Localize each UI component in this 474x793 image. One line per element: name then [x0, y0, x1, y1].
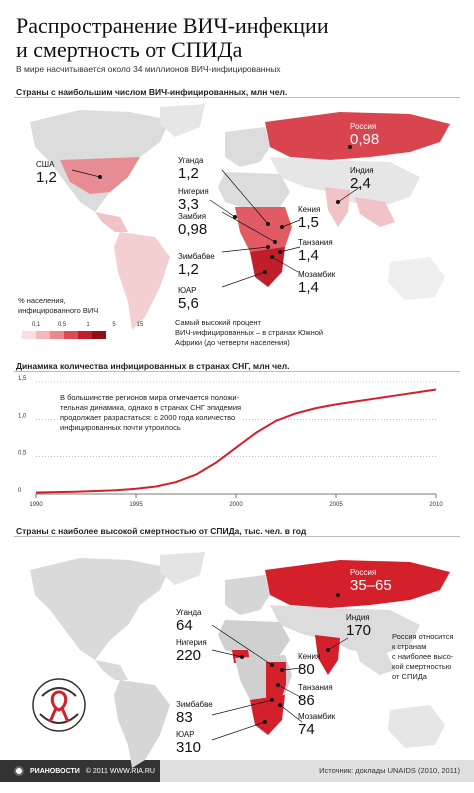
legend-swatch	[22, 331, 36, 339]
title-line-1: Распространение ВИЧ-инфекции	[16, 13, 329, 38]
x-tick-label: 2005	[329, 502, 343, 508]
y-tick-label: 0,5	[18, 451, 27, 457]
legend-values: 0,1 0,5 1 5 15	[31, 322, 144, 328]
legend-swatches	[22, 331, 106, 339]
label-kenya-deaths: Кения 80	[298, 652, 321, 678]
label-mozambique-deaths: Мозамбик 74	[298, 712, 336, 738]
map1-note: Самый высокий процент ВИЧ-инфицированных…	[175, 318, 324, 347]
map-greenland	[160, 104, 205, 137]
label-zimbabwe: Зимбабве 1,2	[178, 252, 215, 278]
y-tick-label: 1,5	[18, 376, 27, 382]
ria-logo-icon	[14, 766, 24, 776]
map-australia	[388, 705, 445, 748]
map-africa-south	[250, 695, 285, 735]
label-russia-deaths: Россия 35–65	[350, 568, 392, 594]
legend-swatch	[36, 331, 50, 339]
legend-title: % населения, инфицированного ВИЧ	[18, 296, 99, 315]
map-asia	[270, 605, 420, 655]
map-greenland	[160, 552, 205, 585]
x-tick-label: 2000	[229, 502, 243, 508]
legend-swatch	[78, 331, 92, 339]
aids-mortality-world-map	[30, 552, 450, 768]
x-tick-label: 1995	[129, 502, 143, 508]
map-africa-south	[250, 247, 285, 287]
legend-swatch	[92, 331, 106, 339]
unaids-emblem-icon	[32, 678, 86, 732]
map-india	[315, 635, 340, 675]
map-southeast-asia	[355, 197, 395, 227]
map-south-america	[114, 680, 170, 768]
map-north-america	[30, 558, 170, 660]
label-tanzania: Танзания 1,4	[298, 238, 333, 264]
label-usa: США 1,2	[36, 160, 57, 186]
divider	[14, 536, 460, 537]
divider	[14, 97, 460, 98]
map-europe	[225, 127, 270, 167]
chart-title: Динамика количества инфицированных в стр…	[16, 361, 290, 371]
map-australia	[388, 257, 445, 300]
divider	[14, 371, 460, 372]
map-central-america	[95, 212, 128, 232]
x-tick-label: 2010	[429, 502, 443, 508]
series-line	[35, 388, 437, 494]
map-africa-north	[218, 620, 290, 658]
map-india	[325, 187, 350, 227]
hiv-world-map	[30, 104, 450, 330]
label-zambia: Замбия 0,98	[178, 212, 208, 238]
map-russia	[265, 560, 450, 608]
y-tick-label: 0	[18, 488, 22, 494]
label-south-africa: ЮАР 5,6	[178, 286, 199, 312]
map-europe	[225, 575, 270, 615]
x-tick-label: 1990	[29, 502, 43, 508]
map-central-america	[95, 660, 128, 680]
map2-note: Россия относится к странам с наиболее вы…	[392, 632, 454, 681]
footer-source: Источник: доклады UNAIDS (2010, 2011)	[319, 766, 460, 775]
map1-title: Страны с наибольшим числом ВИЧ-инфициров…	[16, 87, 288, 97]
legend-swatch	[64, 331, 78, 339]
label-nigeria-deaths: Нигерия 220	[176, 638, 207, 664]
label-india-deaths: Индия 170	[346, 613, 372, 639]
map-south-america	[114, 232, 170, 330]
title-line-2: и смертность от СПИДа	[16, 37, 243, 62]
label-uganda: Уганда 1,2	[178, 156, 204, 182]
hiv-cis-line-chart: 0 0,5 1,0 1,5 1990 1995 2000 2005 2010	[18, 376, 443, 508]
map-southeast-asia	[355, 645, 395, 675]
label-zimbabwe-deaths: Зимбабве 83	[176, 700, 213, 726]
label-tanzania-deaths: Танзания 86	[298, 683, 333, 709]
map-africa-central	[235, 207, 292, 260]
y-tick-label: 1,0	[18, 413, 27, 419]
label-uganda-deaths: Уганда 64	[176, 608, 202, 634]
page-title: Распространение ВИЧ-инфекции и смертност…	[16, 14, 466, 62]
footer-brand: РИАНОВОСТИ © 2011 WWW.RIA.RU	[14, 766, 155, 776]
label-mozambique: Мозамбик 1,4	[298, 270, 336, 296]
chart-annotation: В большинстве регионов мира отмечается п…	[60, 393, 242, 433]
label-india: Индия 2,4	[350, 166, 374, 192]
label-kenya: Кения 1,5	[298, 205, 321, 231]
map-asia	[270, 157, 420, 207]
legend-swatch	[50, 331, 64, 339]
map-russia	[265, 112, 450, 160]
page-subtitle: В мире насчитывается около 34 миллионов …	[16, 64, 281, 74]
label-russia: Россия 0,98	[350, 122, 380, 148]
label-south-africa-deaths: ЮАР 310	[176, 730, 202, 756]
map2-title: Страны с наиболее высокой смертностью от…	[16, 526, 307, 536]
map-africa-north	[218, 172, 290, 210]
label-nigeria: Нигерия 3,3	[178, 187, 209, 213]
